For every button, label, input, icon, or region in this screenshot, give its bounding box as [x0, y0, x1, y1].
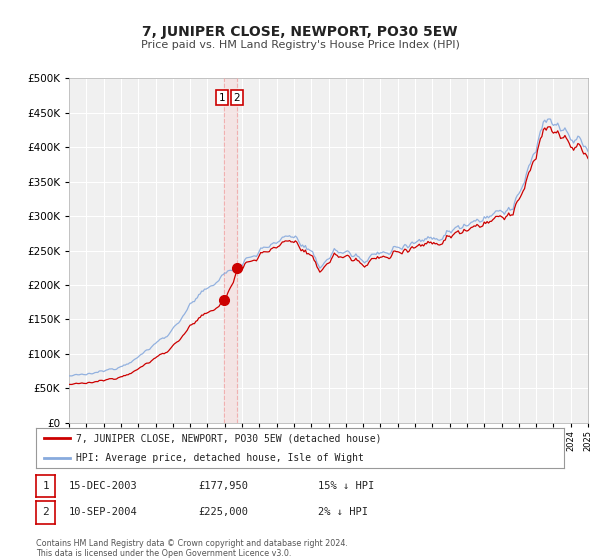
- Text: 1: 1: [219, 93, 226, 102]
- Text: 1: 1: [42, 481, 49, 491]
- Text: 2: 2: [233, 93, 240, 102]
- Text: 15% ↓ HPI: 15% ↓ HPI: [318, 481, 374, 491]
- Text: Contains HM Land Registry data © Crown copyright and database right 2024.
This d: Contains HM Land Registry data © Crown c…: [36, 539, 348, 558]
- Text: £225,000: £225,000: [198, 507, 248, 517]
- Text: 2: 2: [42, 507, 49, 517]
- Text: 7, JUNIPER CLOSE, NEWPORT, PO30 5EW (detached house): 7, JUNIPER CLOSE, NEWPORT, PO30 5EW (det…: [76, 433, 381, 443]
- Text: 7, JUNIPER CLOSE, NEWPORT, PO30 5EW: 7, JUNIPER CLOSE, NEWPORT, PO30 5EW: [142, 25, 458, 39]
- Text: Price paid vs. HM Land Registry's House Price Index (HPI): Price paid vs. HM Land Registry's House …: [140, 40, 460, 50]
- Text: HPI: Average price, detached house, Isle of Wight: HPI: Average price, detached house, Isle…: [76, 453, 364, 463]
- Text: 10-SEP-2004: 10-SEP-2004: [69, 507, 138, 517]
- Text: 15-DEC-2003: 15-DEC-2003: [69, 481, 138, 491]
- Text: 2% ↓ HPI: 2% ↓ HPI: [318, 507, 368, 517]
- Text: £177,950: £177,950: [198, 481, 248, 491]
- Bar: [224, 78, 237, 423]
